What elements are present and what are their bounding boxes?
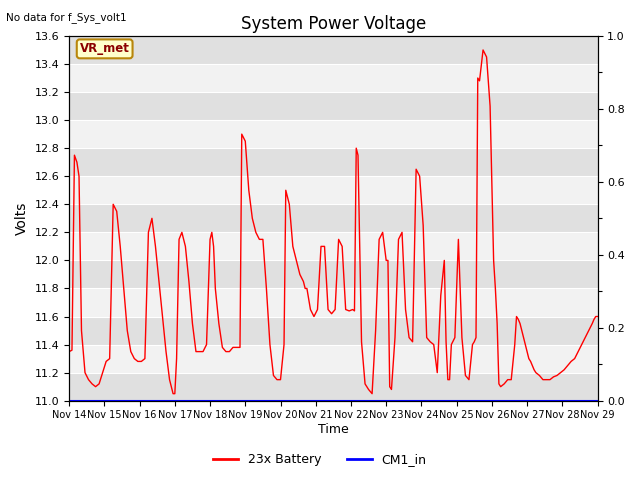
X-axis label: Time: Time <box>318 423 349 436</box>
Legend: 23x Battery, CM1_in: 23x Battery, CM1_in <box>208 448 432 471</box>
23x Battery <box>169 391 177 396</box>
Bar <box>69 92 598 120</box>
23x Battery <box>229 345 237 350</box>
Bar <box>69 176 598 204</box>
23x Battery <box>65 348 73 354</box>
Y-axis label: Volts: Volts <box>15 202 29 235</box>
Bar <box>69 120 598 148</box>
23x Battery <box>522 342 529 348</box>
23x Battery <box>594 313 602 319</box>
Text: No data for f_Sys_volt1: No data for f_Sys_volt1 <box>6 12 127 23</box>
Bar <box>69 288 598 316</box>
Bar <box>69 261 598 288</box>
Bar <box>69 316 598 345</box>
Bar <box>69 148 598 176</box>
Bar <box>69 204 598 232</box>
Bar <box>69 232 598 261</box>
Bar <box>69 36 598 64</box>
23x Battery <box>474 75 482 81</box>
23x Battery <box>433 370 441 375</box>
23x Battery <box>109 202 117 207</box>
Bar <box>69 64 598 92</box>
Title: System Power Voltage: System Power Voltage <box>241 15 426 33</box>
Text: VR_met: VR_met <box>80 42 129 55</box>
23x Battery <box>262 286 270 291</box>
Line: 23x Battery: 23x Battery <box>69 50 598 394</box>
Bar <box>69 345 598 372</box>
Bar <box>69 372 598 401</box>
23x Battery <box>479 47 487 53</box>
